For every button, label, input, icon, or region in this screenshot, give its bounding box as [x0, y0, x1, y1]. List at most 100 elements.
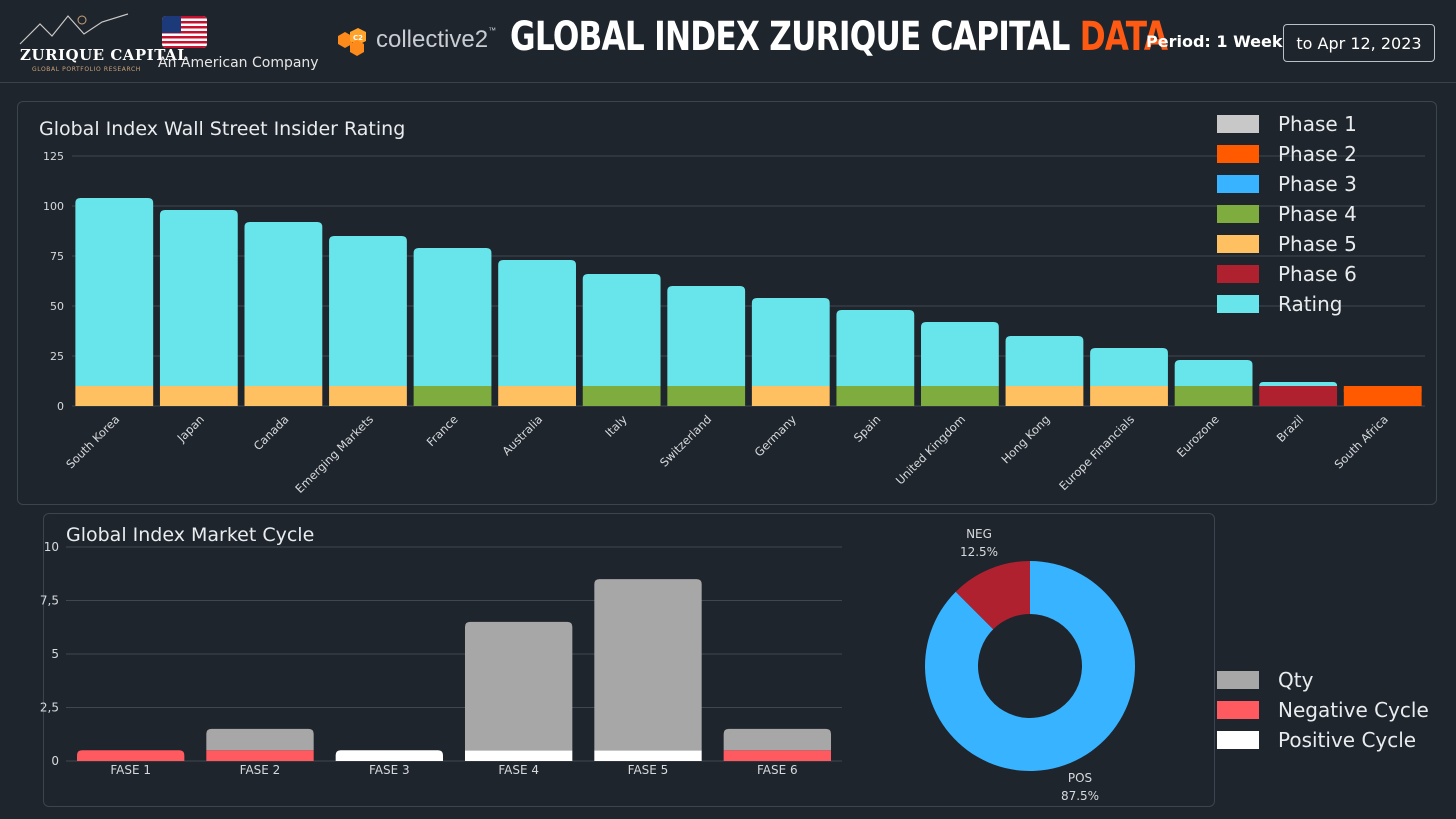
- legend-item[interactable]: Negative Cycle: [1217, 698, 1429, 722]
- company-tagline: An American Company: [158, 55, 319, 71]
- x-tick-label: Japan: [174, 412, 207, 445]
- donut-slice-pos: [924, 561, 1135, 771]
- donut-label-neg: NEG: [966, 527, 992, 541]
- x-tick-label: FASE 5: [628, 763, 669, 777]
- y-tick-label: 0: [51, 754, 59, 768]
- partner-name: collective2™: [376, 26, 497, 53]
- rating-bar-segment: [1005, 336, 1084, 386]
- rating-chart-panel: Global Index Wall Street Insider Rating: [17, 101, 1437, 505]
- rating-bar-segment: [836, 310, 915, 386]
- phase-bar-segment: [159, 386, 238, 406]
- date-range-field[interactable]: to Apr 12, 2023: [1283, 24, 1435, 62]
- qty-segment: [594, 579, 702, 751]
- legend-item[interactable]: Phase 4: [1217, 202, 1357, 226]
- x-tick-label: Germany: [752, 412, 799, 459]
- x-tick-label: FASE 6: [757, 763, 798, 777]
- legend-item[interactable]: Qty: [1217, 668, 1313, 692]
- y-tick-label: 2,5: [40, 701, 59, 715]
- legend-label: Phase 4: [1278, 202, 1357, 226]
- donut-value-pos: 87.5%: [1061, 789, 1099, 803]
- rating-chart-title: Global Index Wall Street Insider Rating: [39, 118, 406, 140]
- legend-label: Positive Cycle: [1278, 728, 1417, 752]
- y-tick-label: 75: [50, 250, 64, 263]
- header-bar: ZURIQUE CAPITAL GLOBAL PORTFOLIO RESEARC…: [0, 0, 1456, 83]
- positive-cycle-segment: [335, 750, 444, 761]
- legend-label: Phase 3: [1278, 172, 1357, 196]
- legend-item[interactable]: Phase 1: [1217, 112, 1357, 136]
- phase-bar-segment: [582, 386, 661, 406]
- phase-bar-cap: [1343, 386, 1422, 392]
- x-tick-label: FASE 3: [369, 763, 410, 777]
- negative-cycle-segment: [206, 750, 314, 761]
- phase-bar-segment: [1090, 386, 1168, 406]
- x-tick-label: South Korea: [63, 412, 122, 471]
- us-flag-icon: [162, 16, 207, 48]
- legend-label: Negative Cycle: [1278, 698, 1429, 722]
- qty-segment: [206, 728, 314, 751]
- y-tick-label: 5: [51, 647, 59, 661]
- period-label: Period: 1 Week: [1146, 32, 1283, 51]
- phase-bar-segment: [75, 386, 154, 406]
- phase-bar-segment: [329, 386, 407, 406]
- legend-item[interactable]: Phase 5: [1217, 232, 1357, 256]
- donut-value-neg: 12.5%: [960, 545, 998, 559]
- legend-label: Phase 1: [1278, 112, 1357, 136]
- legend-item[interactable]: Positive Cycle: [1217, 728, 1416, 752]
- x-tick-label: Eurozone: [1174, 412, 1222, 460]
- legend-label: Rating: [1278, 292, 1343, 316]
- phase-bar-segment: [1174, 386, 1253, 406]
- positive-cycle-segment: [464, 750, 573, 761]
- rating-bar-segment: [329, 236, 407, 386]
- x-tick-label: Spain: [851, 412, 884, 445]
- qty-segment: [723, 728, 832, 751]
- legend-swatch: [1217, 145, 1259, 163]
- rating-bar-segment: [413, 248, 492, 386]
- phase-bar-segment: [1259, 386, 1338, 406]
- positive-cycle-segment: [594, 750, 702, 761]
- legend-item[interactable]: Phase 6: [1217, 262, 1357, 286]
- legend-swatch: [1217, 235, 1259, 253]
- x-tick-label: FASE 2: [240, 763, 281, 777]
- legend-item[interactable]: Phase 2: [1217, 142, 1357, 166]
- rating-bar-segment: [1090, 348, 1168, 386]
- legend-swatch: [1217, 701, 1259, 719]
- legend-item[interactable]: Rating: [1217, 292, 1342, 316]
- x-tick-label: Brazil: [1274, 412, 1307, 445]
- x-tick-label: France: [424, 412, 461, 449]
- phase-bar-segment: [1005, 386, 1084, 406]
- phase-bar-segment: [751, 386, 830, 406]
- phase-bar-segment: [836, 386, 915, 406]
- rating-bar-segment: [1259, 382, 1338, 386]
- y-tick-label: 7,5: [40, 594, 59, 608]
- rating-bar-segment: [667, 286, 746, 386]
- x-tick-label: Canada: [251, 412, 292, 453]
- negative-cycle-segment: [76, 750, 185, 761]
- legend-item[interactable]: Phase 3: [1217, 172, 1357, 196]
- qty-segment: [464, 621, 573, 751]
- donut-label-pos: POS: [1068, 771, 1092, 785]
- phase-bar-segment: [498, 386, 576, 406]
- y-tick-label: 0: [57, 400, 64, 413]
- rating-chart: 0 25 50 75 100 125 South Korea Japan Canada Emerg…: [43, 150, 1425, 496]
- donut-slice-neg: [955, 561, 1030, 630]
- legend-swatch: [1217, 265, 1259, 283]
- y-tick-label: 100: [43, 200, 64, 213]
- rating-bar-segment: [921, 322, 999, 386]
- collective2-badge: C2: [353, 34, 363, 42]
- phase-bar-segment: [413, 386, 492, 406]
- legend-label: Qty: [1278, 668, 1314, 692]
- legend-label: Phase 5: [1278, 232, 1357, 256]
- collective2-logo-icon: C2: [338, 28, 366, 56]
- x-tick-label: FASE 1: [110, 763, 151, 777]
- legend-label: Phase 6: [1278, 262, 1357, 286]
- rating-bar-segment: [751, 298, 830, 386]
- rating-bar-segment: [582, 274, 661, 386]
- x-tick-label: Emerging Markets: [292, 412, 376, 496]
- legend-swatch: [1217, 175, 1259, 193]
- legend-label: Phase 2: [1278, 142, 1357, 166]
- rating-bar-segment: [1174, 360, 1253, 386]
- brand-logo: ZURIQUE CAPITAL GLOBAL PORTFOLIO RESEARC…: [18, 12, 188, 74]
- x-tick-label: Europe Financials: [1056, 412, 1137, 493]
- x-tick-label: United Kingdom: [893, 412, 968, 487]
- rating-bar-segment: [498, 260, 576, 386]
